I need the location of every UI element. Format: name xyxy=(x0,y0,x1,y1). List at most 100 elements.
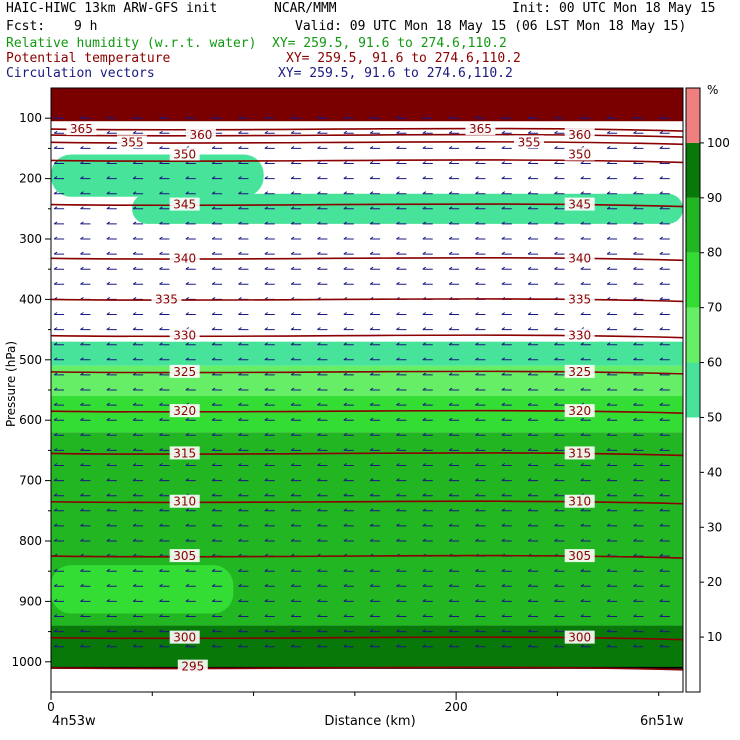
wind-vector xyxy=(211,327,223,331)
wind-vector xyxy=(527,447,539,451)
wind-vector xyxy=(633,447,644,451)
wind-vector xyxy=(422,402,433,406)
wind-vector xyxy=(317,266,328,270)
wind-vector xyxy=(238,266,249,270)
wind-vector xyxy=(317,432,328,436)
wind-vector xyxy=(659,538,670,542)
wind-vector xyxy=(80,417,91,421)
wind-vector xyxy=(343,583,354,587)
rh-field-xy: XY= 259.5, 91.6 to 274.6,110.2 xyxy=(272,36,507,51)
wind-vector xyxy=(475,583,486,587)
contour-label-310: 310 xyxy=(173,495,196,509)
wind-vector xyxy=(369,251,381,255)
wind-vector xyxy=(606,161,618,164)
wind-vector xyxy=(633,130,644,134)
wind-vector xyxy=(53,161,65,164)
wind-vector xyxy=(501,312,512,315)
wind-vector xyxy=(554,206,565,210)
wind-vector xyxy=(580,115,591,119)
wind-vector xyxy=(264,281,275,285)
wind-vector xyxy=(238,251,249,255)
wind-vector xyxy=(290,508,302,512)
y-tick-label: 200 xyxy=(19,172,42,186)
wind-vector xyxy=(422,145,433,149)
wind-vector xyxy=(185,281,196,285)
wind-vector xyxy=(448,236,460,240)
wind-vector xyxy=(106,357,117,361)
wind-vector xyxy=(290,115,302,119)
wind-vector xyxy=(606,372,618,376)
wind-vector xyxy=(159,447,170,451)
wind-vector xyxy=(264,447,275,451)
wind-vector xyxy=(185,357,196,361)
wind-vector xyxy=(264,568,275,572)
wind-vector xyxy=(527,372,539,376)
contour-label-315: 315 xyxy=(568,446,591,460)
wind-vector xyxy=(211,191,223,195)
wind-vector xyxy=(475,447,486,451)
wind-vector xyxy=(527,538,539,542)
wind-vector xyxy=(606,296,618,300)
wind-vector xyxy=(80,432,91,436)
wind-vector xyxy=(211,251,223,255)
wind-vector xyxy=(317,568,328,572)
colorbar-bin-6 xyxy=(686,88,700,143)
wind-vector xyxy=(238,493,249,497)
wind-vector xyxy=(554,236,565,240)
contour-label-bg xyxy=(564,292,595,306)
wind-vector xyxy=(448,568,460,572)
wind-vector xyxy=(290,447,302,451)
wind-vector xyxy=(633,644,644,648)
wind-vector xyxy=(159,478,170,482)
circulation-vectors xyxy=(53,115,670,648)
wind-vector xyxy=(238,523,249,527)
wind-vector xyxy=(527,251,539,255)
contour-label-bg xyxy=(169,147,200,161)
wind-vector xyxy=(369,523,381,527)
wind-vector xyxy=(159,417,170,421)
wind-vector xyxy=(527,327,539,331)
wind-vector xyxy=(290,538,302,542)
wind-vector xyxy=(448,327,460,331)
wind-vector xyxy=(80,266,91,270)
wind-vector xyxy=(475,176,486,180)
contour-label-bg xyxy=(151,292,182,306)
wind-vector xyxy=(606,614,618,617)
wind-vector xyxy=(475,614,486,617)
wind-vector xyxy=(396,342,407,346)
wind-vector xyxy=(290,463,302,466)
wind-vector xyxy=(132,402,144,406)
wind-vector xyxy=(633,508,644,512)
wind-vector xyxy=(475,598,486,602)
wind-vector xyxy=(238,296,249,300)
wind-vector xyxy=(211,266,223,270)
wind-vector xyxy=(290,644,302,648)
wind-vector xyxy=(343,176,354,180)
wind-vector xyxy=(606,644,618,648)
wind-vector xyxy=(554,417,565,421)
wind-vector xyxy=(238,145,249,149)
wind-vector xyxy=(343,644,354,648)
wind-vector xyxy=(554,508,565,512)
wind-vector xyxy=(475,402,486,406)
wind-vector xyxy=(106,281,117,285)
wind-vector xyxy=(343,251,354,255)
wind-vector xyxy=(422,312,433,315)
wind-vector xyxy=(659,327,670,331)
wind-vector xyxy=(264,161,275,164)
contour-label-325: 325 xyxy=(173,365,196,379)
wind-vector xyxy=(396,417,407,421)
wind-vector xyxy=(290,327,302,331)
wind-vector xyxy=(238,568,249,572)
wind-vector xyxy=(527,236,539,240)
wind-vector xyxy=(238,130,249,134)
wind-vector xyxy=(80,161,91,164)
plot-area: 365 365 360 360 355 355 350 350 345 345 340 340 335 3… xyxy=(50,88,684,692)
wind-vector xyxy=(448,614,460,617)
wind-vector xyxy=(53,644,65,648)
wind-vector xyxy=(53,523,65,527)
wind-vector xyxy=(159,644,170,648)
rh-band-2 xyxy=(132,193,683,224)
contour-label-320: 320 xyxy=(173,404,196,418)
wind-vector xyxy=(475,251,486,255)
